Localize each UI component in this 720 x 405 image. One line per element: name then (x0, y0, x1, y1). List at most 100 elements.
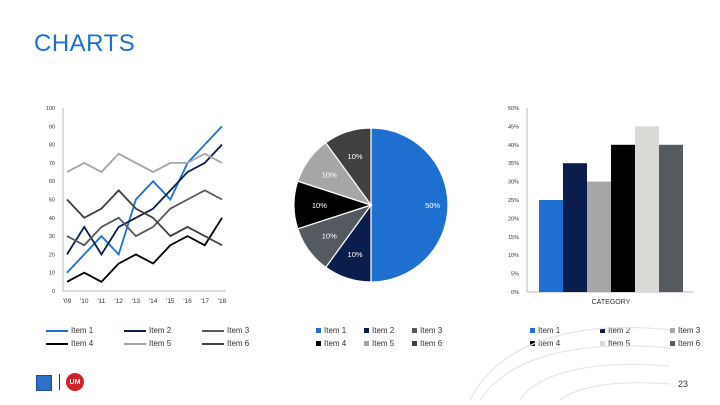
line-series-1 (66, 125, 223, 274)
legend-item: Item 1 (530, 326, 592, 335)
pie-slice-1 (370, 127, 449, 283)
page-number: 23 (677, 379, 688, 389)
um-logo: UM (66, 373, 84, 391)
line-x-tick-label: '18 (218, 298, 227, 305)
legend-swatch (600, 328, 605, 333)
line-x-tick-label: '17 (201, 298, 210, 305)
bar-y-tick-label: 35% (508, 161, 519, 167)
legend-swatch (364, 328, 369, 333)
legend-label: Item 3 (227, 326, 250, 335)
line-y-tick-label: 0 (52, 289, 55, 295)
line-y-tick-label: 60 (49, 179, 55, 185)
bar-series-3 (587, 181, 611, 292)
legend-item: Item 4 (530, 339, 592, 348)
line-y-tick-label: 50 (49, 198, 55, 204)
legend-label: Item 4 (71, 339, 94, 348)
line-y-tick-label: 100 (46, 106, 55, 112)
line-y-tick-label: 90 (49, 124, 55, 130)
pie-chart-legend: Item 1 Item 2 Item 3 Item 4 Item 5 Item 6 (316, 326, 452, 348)
legend-item: Item 5 (124, 339, 194, 348)
legend-label: Item 3 (678, 326, 701, 335)
legend-item: Item 5 (364, 339, 404, 348)
legend-swatch (316, 341, 321, 346)
legend-label: Item 5 (149, 339, 172, 348)
bar-series-1 (539, 200, 563, 292)
bar-series-6 (659, 144, 683, 292)
line-x-tick-label: '11 (97, 298, 105, 305)
pie-slice-label: 10% (322, 171, 337, 180)
line-x-tick-label: '12 (114, 298, 123, 305)
line-y-tick-label: 10 (49, 271, 55, 277)
legend-swatch (530, 341, 535, 346)
bar-y-tick-label: 15% (508, 235, 519, 241)
legend-swatch (202, 329, 224, 332)
line-series-6 (66, 189, 223, 247)
line-x-tick-label: '13 (132, 298, 141, 305)
line-chart-legend: Item 1 Item 2 Item 3 Item 4 Item 5 Item 6 (46, 326, 272, 348)
pie-slice-label: 10% (312, 201, 327, 210)
legend-swatch (202, 342, 224, 345)
bar-category-label: CATEGORY (592, 299, 631, 306)
legend-item: Item 3 (202, 326, 272, 335)
bar-chart-legend: Item 1 Item 2 Item 3 Item 4 Item 5 Item 6 (530, 326, 720, 348)
legend-label: Item 2 (608, 326, 631, 335)
pie-slice-label: 10% (322, 231, 337, 240)
legend-item: Item 6 (202, 339, 272, 348)
line-y-tick-label: 70 (49, 161, 55, 167)
line-x-tick-label: '10 (80, 298, 89, 305)
line-series-4 (66, 217, 223, 283)
legend-item: Item 3 (412, 326, 452, 335)
legend-swatch (670, 328, 675, 333)
legend-item: Item 2 (600, 326, 662, 335)
line-x-tick-label: '16 (183, 298, 192, 305)
logo-divider (59, 374, 60, 390)
legend-swatch (124, 342, 146, 345)
bar-series-2 (563, 163, 587, 292)
bar-y-tick-label: 40% (508, 143, 519, 149)
legend-label: Item 6 (420, 339, 443, 348)
legend-label: Item 4 (538, 339, 561, 348)
legend-swatch (46, 342, 68, 345)
legend-label: Item 5 (608, 339, 631, 348)
line-y-tick-label: 80 (49, 143, 55, 149)
legend-swatch (316, 328, 321, 333)
legend-swatch (670, 341, 675, 346)
legend-item: Item 2 (124, 326, 194, 335)
bar-y-tick-label: 20% (508, 216, 519, 222)
legend-swatch (412, 328, 417, 333)
bar-y-tick-label: 25% (508, 198, 519, 204)
amex-logo (36, 375, 52, 391)
legend-item: Item 2 (364, 326, 404, 335)
legend-item: Item 6 (412, 339, 452, 348)
bar-y-tick-label: 45% (508, 124, 519, 130)
pie-slice-6 (324, 127, 372, 207)
legend-swatch (364, 341, 369, 346)
bar-y-tick-label: 50% (508, 106, 519, 112)
pie-slice-label: 10% (348, 152, 363, 161)
line-series-5 (66, 152, 223, 174)
legend-label: Item 5 (372, 339, 395, 348)
bar-y-tick-label: 5% (511, 272, 519, 278)
bar-series-5 (635, 126, 659, 293)
legend-label: Item 2 (149, 326, 172, 335)
line-y-tick-label: 40 (49, 216, 55, 222)
legend-item: Item 4 (46, 339, 116, 348)
legend-item: Item 4 (316, 339, 356, 348)
line-x-tick-label: '09 (63, 298, 72, 305)
legend-item: Item 1 (316, 326, 356, 335)
legend-swatch (124, 329, 146, 332)
pie-slice-label: 50% (425, 201, 440, 210)
watermark-swirl-icon (469, 327, 671, 401)
legend-swatch (412, 341, 417, 346)
legend-label: Item 2 (372, 326, 395, 335)
line-x-tick-label: '14 (149, 298, 158, 305)
legend-label: Item 4 (324, 339, 347, 348)
legend-label: Item 6 (678, 339, 701, 348)
legend-item: Item 1 (46, 326, 116, 335)
line-y-tick-label: 20 (49, 252, 55, 258)
bar-series-4 (611, 144, 635, 292)
legend-label: Item 1 (71, 326, 94, 335)
line-y-tick-label: 30 (49, 234, 55, 240)
legend-label: Item 3 (420, 326, 443, 335)
